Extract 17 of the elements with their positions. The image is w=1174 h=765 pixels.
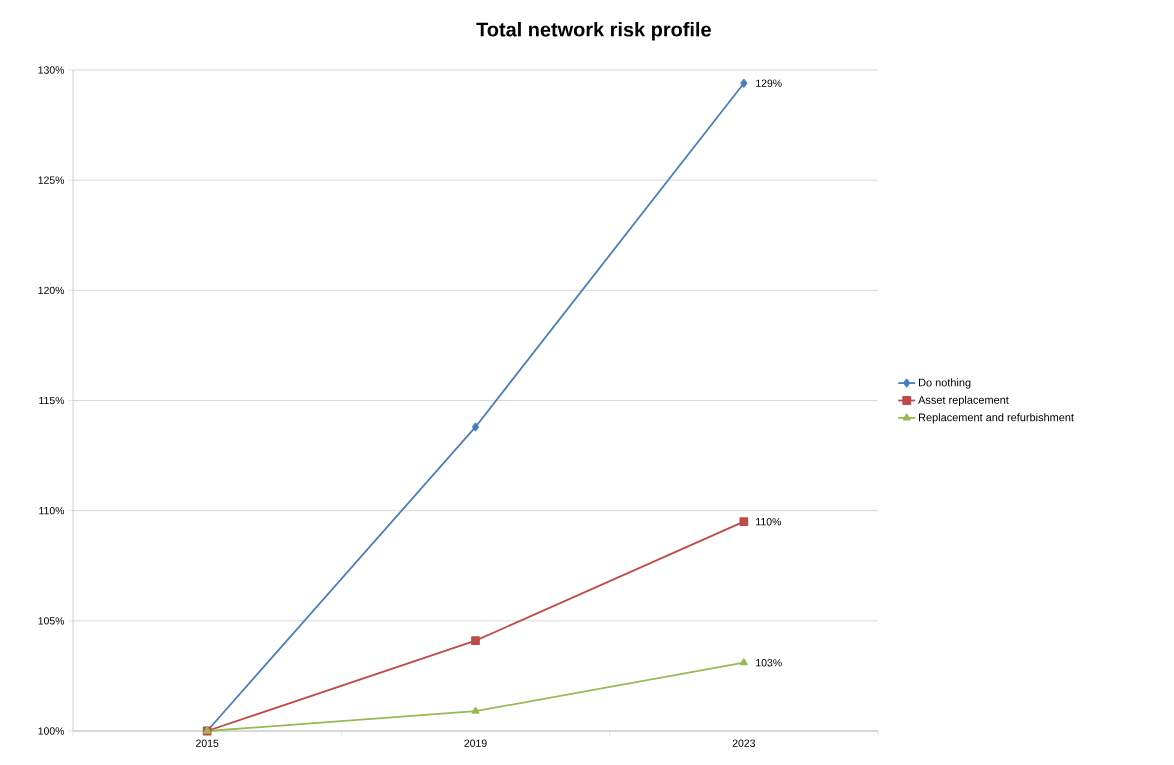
legend-label: Do nothing [919,378,971,389]
chart-title: Total network risk profile [476,21,711,41]
y-tick-label: 115% [39,396,65,405]
legend-label: Replacement and refurbishment [919,413,1074,424]
legend-label: Asset replacement [918,395,1009,406]
data-label: 103% [756,659,782,667]
y-tick-label: 100% [38,727,65,735]
x-tick-label: 2019 [464,739,487,747]
y-tick-label: 110% [39,506,65,515]
y-tick-label: 120% [38,286,65,295]
x-tick-label: 2015 [196,739,219,747]
y-tick-label: 105% [38,617,65,625]
data-label: 129% [756,79,782,87]
y-tick-label: 125% [38,176,65,184]
x-tick-label: 2023 [732,739,756,747]
y-tick-label: 130% [38,66,65,74]
data-label: 110% [756,517,781,526]
